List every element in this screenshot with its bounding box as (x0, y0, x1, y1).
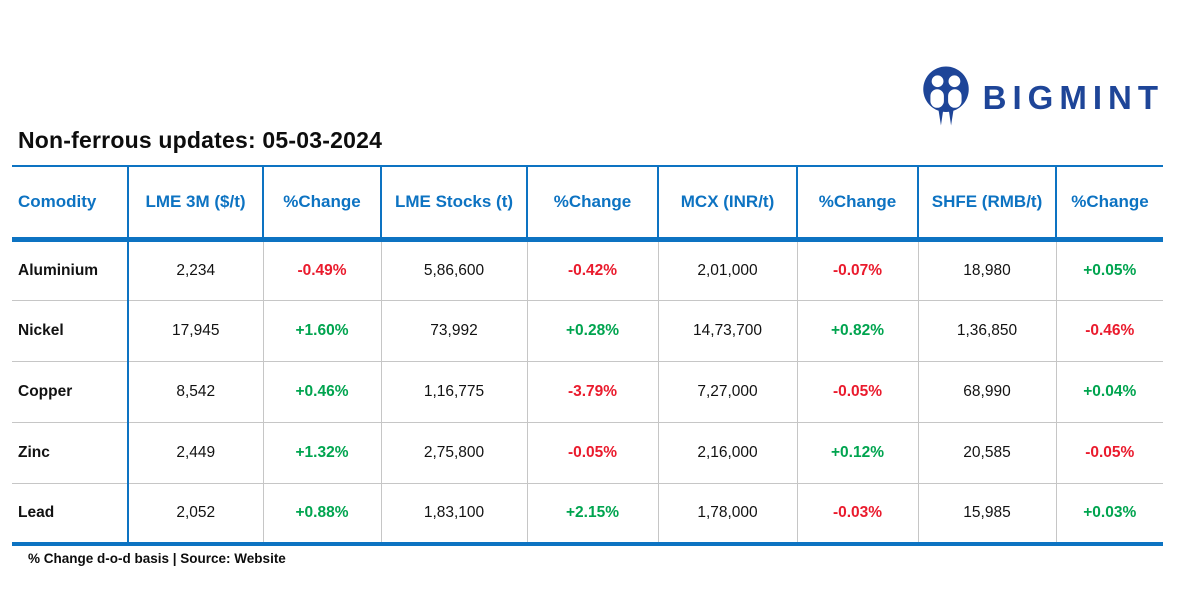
cell-lme-3m: 17,945 (128, 299, 264, 361)
cell-mcx-change: -0.07% (797, 239, 919, 300)
cell-shfe: 68,990 (918, 360, 1057, 422)
table-row: Copper 8,542 +0.46% 1,16,775 -3.79% 7,27,000-… (12, 360, 1163, 422)
cell-commodity: Nickel (12, 299, 129, 361)
cell-commodity: Lead (12, 482, 129, 546)
header-row: Comodity LME 3M ($/t) %Change LME Stocks… (12, 165, 1163, 242)
cell-lme-stocks-change: +0.28% (527, 299, 659, 361)
cell-lme-stocks: 1,83,100 (381, 482, 528, 546)
cell-lme-stocks-change: -0.42% (527, 239, 659, 300)
cell-mcx-change: -0.03% (797, 482, 919, 546)
col-header-lme-3m-change: %Change (263, 165, 382, 242)
cell-shfe: 20,585 (918, 421, 1057, 483)
table-body: Aluminium 2,234 -0.49% 5,86,600 -0.42% 2,01,0… (12, 239, 1163, 546)
footnote: % Change d-o-d basis | Source: Website (28, 551, 286, 566)
table-row: Zinc 2,449 +1.32% 2,75,800 -0.05% 2,16,000 +0.… (12, 421, 1163, 483)
cell-lme-3m-change: +0.46% (263, 360, 382, 422)
cell-shfe: 15,985 (918, 482, 1057, 546)
cell-lme-3m-change: +1.60% (263, 299, 382, 361)
cell-lme-stocks: 5,86,600 (381, 239, 528, 300)
col-header-lme-stocks: LME Stocks (t) (381, 165, 528, 242)
table-header: Comodity LME 3M ($/t) %Change LME Stocks… (12, 165, 1163, 242)
col-header-lme-stocks-change: %Change (527, 165, 659, 242)
cell-mcx: 2,16,000 (658, 421, 798, 483)
cell-lme-stocks: 73,992 (381, 299, 528, 361)
cell-shfe-change: +0.03% (1056, 482, 1163, 546)
col-header-shfe-change: %Change (1056, 165, 1163, 242)
cell-lme-3m-change: +0.88% (263, 482, 382, 546)
cell-mcx-change: +0.12% (797, 421, 919, 483)
cell-lme-stocks: 1,16,775 (381, 360, 528, 422)
bigmint-logo-icon (919, 64, 973, 128)
cell-shfe-change: -0.05% (1056, 421, 1163, 483)
cell-mcx-change: +0.82% (797, 299, 919, 361)
cell-commodity: Aluminium (12, 239, 129, 300)
brand-name: BIGMINT (982, 78, 1164, 116)
cell-lme-stocks: 2,75,800 (381, 421, 528, 483)
cell-commodity: Zinc (12, 421, 129, 483)
cell-lme-stocks-change: -0.05% (527, 421, 659, 483)
page-title: Non-ferrous updates: 05-03-2024 (18, 127, 383, 153)
cell-lme-3m: 2,052 (128, 482, 264, 546)
cell-shfe-change: +0.05% (1056, 239, 1163, 300)
cell-mcx-change: -0.05% (797, 360, 919, 422)
non-ferrous-table: Comodity LME 3M ($/t) %Change LME Stocks… (12, 165, 1163, 546)
cell-lme-3m-change: -0.49% (263, 239, 382, 300)
cell-lme-3m-change: +1.32% (263, 421, 382, 483)
table-row: Lead 2,052 +0.88% 1,83,100 +2.15% 1,78,000 -0.… (12, 482, 1163, 546)
cell-mcx: 2,01,000 (658, 239, 798, 300)
cell-shfe-change: +0.04% (1056, 360, 1163, 422)
bigmint-logo: BIGMINT (919, 64, 1164, 128)
cell-shfe-change: -0.46% (1056, 299, 1163, 361)
cell-lme-stocks-change: -3.79% (527, 360, 659, 422)
cell-lme-stocks-change: +2.15% (527, 482, 659, 546)
col-header-commodity: Comodity (12, 165, 129, 242)
cell-shfe: 1,36,850 (918, 299, 1057, 361)
cell-lme-3m: 2,449 (128, 421, 264, 483)
cell-lme-3m: 2,234 (128, 239, 264, 300)
col-header-mcx: MCX (INR/t) (658, 165, 798, 242)
cell-lme-3m: 8,542 (128, 360, 264, 422)
cell-mcx: 1,78,000 (658, 482, 798, 546)
col-header-shfe: SHFE (RMB/t) (918, 165, 1057, 242)
col-header-mcx-change: %Change (797, 165, 919, 242)
cell-mcx: 7,27,000 (658, 360, 798, 422)
table-row: Nickel 17,945 +1.60% 73,992 +0.28% 14,73,700 +… (12, 299, 1163, 361)
cell-shfe: 18,980 (918, 239, 1057, 300)
col-header-lme-3m: LME 3M ($/t) (128, 165, 264, 242)
cell-mcx: 14,73,700 (658, 299, 798, 361)
cell-commodity: Copper (12, 360, 129, 422)
table-row: Aluminium 2,234 -0.49% 5,86,600 -0.42% 2,01,0… (12, 239, 1163, 300)
